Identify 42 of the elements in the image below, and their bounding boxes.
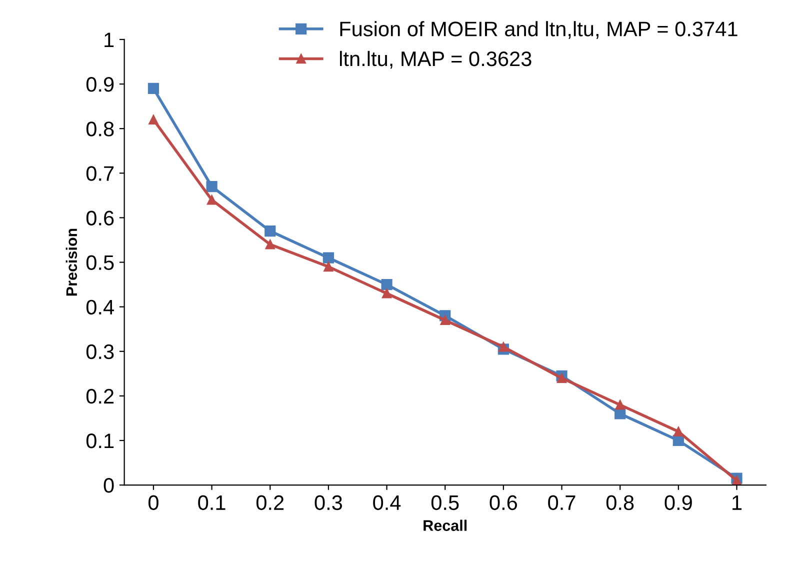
point [615, 400, 625, 410]
x-tick-label: 1 [732, 496, 742, 510]
x-tick-label: 0.2 [256, 495, 284, 510]
x-tick-label: 0.8 [606, 495, 634, 510]
y-axis-title: Precision [66, 228, 78, 296]
point [498, 342, 508, 352]
legend-label: ltn.ltu, MAP = 0.3623 [340, 50, 532, 69]
point [322, 252, 334, 264]
y-tick-label: 0.1 [86, 433, 114, 448]
point [148, 82, 160, 94]
legend-label: Fusion of MOEIR and ltn,ltu, MAP = 0.3741 [340, 21, 738, 39]
point [674, 426, 684, 436]
y-tick-label: 0.5 [86, 255, 114, 270]
y-tick-label: 0 [104, 478, 114, 493]
x-tick-label: 0.6 [490, 495, 518, 510]
y-tick-label: 1 [104, 32, 114, 48]
y-tick-label: 0.4 [86, 300, 114, 315]
x-tick-label: 0.1 [198, 495, 226, 510]
x-tick-label: 0.9 [664, 495, 692, 510]
point [264, 226, 276, 237]
x-tick-label: 0.3 [314, 495, 342, 510]
point [556, 373, 567, 383]
x-tick-label: 0 [148, 495, 158, 510]
x-tick-label: 0.5 [431, 495, 459, 510]
y-tick-label: 0.7 [86, 166, 114, 181]
point [265, 240, 275, 250]
point [382, 288, 392, 298]
y-tick-label: 0.2 [86, 388, 114, 404]
point [206, 180, 218, 192]
x-tick-label: 0.4 [373, 495, 401, 510]
y-tick-label: 0.6 [86, 210, 114, 226]
point [148, 114, 158, 125]
x-axis-title: Recall [424, 520, 467, 531]
point [440, 315, 450, 326]
point [324, 262, 334, 272]
point [381, 278, 392, 290]
point [614, 408, 626, 420]
y-tick-label: 0.3 [86, 344, 114, 360]
y-tick-label: 0.9 [86, 77, 114, 92]
y-tick-label: 0.8 [86, 122, 114, 136]
x-tick-label: 0.7 [548, 495, 576, 510]
point [206, 195, 217, 205]
